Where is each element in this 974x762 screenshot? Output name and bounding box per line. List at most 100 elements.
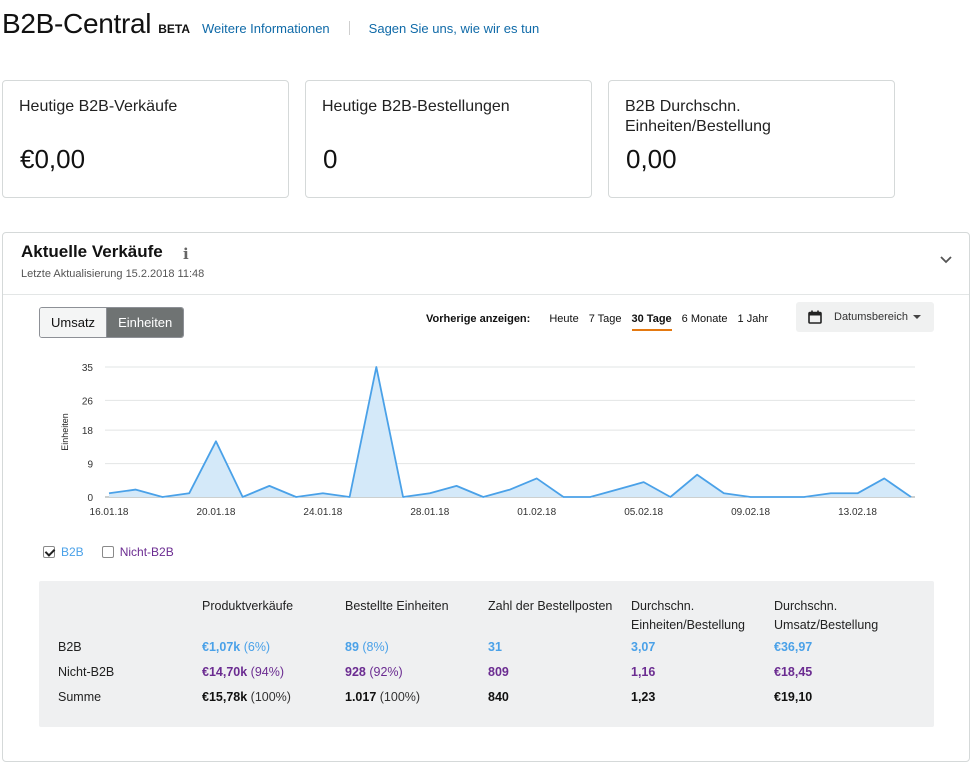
kpi-card-units-per-order: B2B Durchschn. Einheiten/Bestellung 0,00	[608, 80, 895, 198]
stats-cell: 1,23	[631, 690, 655, 704]
more-info-link[interactable]: Weitere Informationen	[202, 21, 330, 36]
stats-percent: (6%)	[240, 640, 271, 654]
kpi-card-sales: Heutige B2B-Verkäufe €0,00	[2, 80, 289, 198]
stats-row-label: Nicht-B2B	[58, 665, 115, 679]
x-tick-label: 20.01.18	[196, 507, 235, 518]
toggle-umsatz[interactable]: Umsatz	[40, 308, 108, 337]
units-chart: 0 9 18 26 35 Einheiten 16.01.18 20.01.18 24.01.1…	[60, 363, 915, 518]
stats-value: €14,70k	[202, 665, 248, 679]
legend-non-b2b: Nicht-B2B	[119, 545, 174, 559]
range-option-7-tage[interactable]: 7 Tage	[588, 313, 622, 325]
y-tick-label: 0	[87, 493, 93, 504]
x-tick-label: 16.01.18	[90, 507, 129, 518]
date-range-label: Datumsbereich	[834, 311, 908, 323]
series-line-b2b	[108, 366, 912, 498]
stats-header: Produktverkäufe	[202, 599, 294, 613]
stats-value: €36,97	[774, 640, 813, 654]
stats-value: 31	[488, 640, 502, 654]
x-tick-label: 09.02.18	[731, 507, 770, 518]
stats-value: €18,45	[774, 665, 813, 679]
chart-legend: B2B Nicht-B2B	[43, 545, 174, 559]
stats-cell: 89 (8%)	[345, 640, 389, 654]
range-label: Vorherige anzeigen:	[426, 313, 531, 325]
stats-cell: 928 (92%)	[345, 665, 403, 679]
stats-cell: 31	[488, 640, 502, 654]
x-tick-label: 05.02.18	[624, 507, 663, 518]
legend-b2b: B2B	[61, 545, 84, 559]
date-range-button[interactable]: Datumsbereich	[796, 302, 934, 332]
range-option-6-monate[interactable]: 6 Monate	[681, 313, 728, 325]
page-header: B2B-Central BETA Weitere Informationen S…	[2, 8, 539, 48]
series-area-b2b	[109, 367, 911, 497]
stats-cell: 1,16	[631, 665, 655, 679]
x-tick-label: 01.02.18	[517, 507, 556, 518]
x-tick-label: 13.02.18	[838, 507, 877, 518]
last-update: Letzte Aktualisierung 15.2.2018 11:48	[21, 268, 205, 280]
stats-row-label: B2B	[58, 640, 82, 654]
chevron-down-icon[interactable]	[939, 253, 953, 267]
beta-badge: BETA	[158, 22, 190, 36]
stats-percent: (100%)	[247, 690, 291, 704]
stats-row-label: Summe	[58, 690, 102, 704]
stats-value: 3,07	[631, 640, 656, 654]
stats-header: Zahl der Bestellposten	[488, 599, 613, 613]
range-option-30-tage[interactable]: 30 Tage	[631, 313, 672, 331]
stats-value: 1,23	[631, 690, 656, 704]
stats-cell: €1,07k (6%)	[202, 640, 270, 654]
panel-title: Aktuelle Verkäufe	[21, 242, 163, 261]
stats-value: 89	[345, 640, 359, 654]
caret-down-icon	[912, 315, 921, 319]
stats-header: Durchschn. Einheiten/Bestellung	[631, 599, 745, 632]
stats-percent: (8%)	[358, 640, 389, 654]
stats-value: €15,78k	[202, 690, 248, 704]
non-b2b-checkbox[interactable]	[101, 546, 114, 558]
calendar-icon	[808, 310, 822, 324]
x-tick-label: 24.01.18	[303, 507, 342, 518]
y-tick-label: 9	[87, 460, 93, 471]
kpi-label: Heutige B2B-Verkäufe	[19, 98, 178, 115]
stats-cell: €14,70k (94%)	[202, 665, 284, 679]
kpi-value: 0,00	[626, 144, 677, 174]
stats-cell: €18,45	[774, 665, 812, 679]
stats-percent: (92%)	[365, 665, 403, 679]
metric-toggle: Umsatz Einheiten	[39, 307, 185, 338]
recent-sales-panel: Aktuelle Verkäufe i Letzte Aktualisierun…	[2, 232, 970, 762]
stats-percent: (100%)	[376, 690, 421, 704]
toggle-einheiten[interactable]: Einheiten	[107, 308, 184, 337]
stats-percent: (94%)	[247, 665, 285, 679]
y-axis-label: Einheiten	[60, 413, 70, 451]
stats-value: 840	[488, 690, 509, 704]
kpi-card-orders: Heutige B2B-Bestellungen 0	[305, 80, 592, 198]
y-tick-label: 26	[82, 396, 94, 407]
page-title: B2B-Central	[2, 8, 152, 39]
stats-cell: 1.017 (100%)	[345, 690, 420, 704]
stats-cell: 3,07	[631, 640, 655, 654]
header-divider	[348, 21, 350, 35]
b2b-checkbox[interactable]	[43, 546, 55, 558]
stats-value: 809	[488, 665, 509, 679]
stats-header: Bestellte Einheiten	[345, 599, 449, 613]
stats-cell: €15,78k (100%)	[202, 690, 291, 704]
range-option-1-jahr[interactable]: 1 Jahr	[737, 313, 769, 325]
range-selector: Vorherige anzeigen: Heute 7 Tage 30 Tage…	[426, 311, 778, 331]
kpi-value: €0,00	[20, 144, 86, 174]
stats-value: 1.017	[345, 690, 377, 704]
feedback-link[interactable]: Sagen Sie uns, wie wir es tun	[368, 21, 540, 36]
panel-header: Aktuelle Verkäufe i Letzte Aktualisierun…	[3, 233, 969, 295]
kpi-label: B2B Durchschn. Einheiten/Bestellung	[625, 98, 771, 135]
stats-table: Produktverkäufe Bestellte Einheiten Zahl…	[39, 581, 934, 727]
info-icon[interactable]: i	[183, 245, 189, 263]
stats-value: €1,07k	[202, 640, 241, 654]
stats-header: Durchschn. Umsatz/Bestellung	[774, 599, 879, 632]
stats-cell: €19,10	[774, 690, 812, 704]
kpi-label: Heutige B2B-Bestellungen	[322, 98, 510, 115]
stats-cell: €36,97	[774, 640, 812, 654]
x-tick-label: 28.01.18	[410, 507, 449, 518]
stats-value: €19,10	[774, 690, 813, 704]
stats-value: 1,16	[631, 665, 656, 679]
range-option-heute[interactable]: Heute	[549, 313, 579, 325]
kpi-value: 0	[323, 144, 338, 174]
y-tick-label: 18	[82, 426, 94, 437]
stats-cell: 840	[488, 690, 509, 704]
y-tick-label: 35	[82, 363, 94, 374]
